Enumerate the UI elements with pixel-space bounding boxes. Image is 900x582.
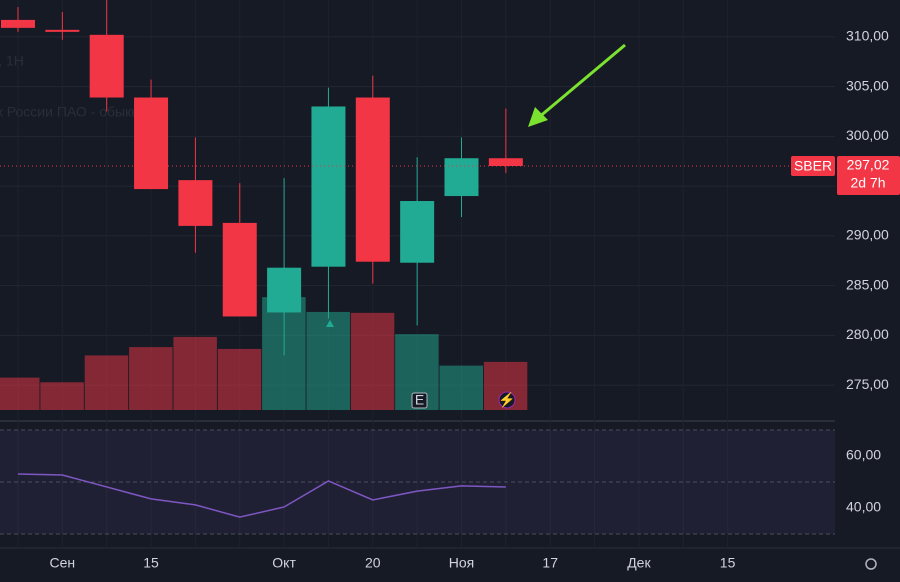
watermark-title: SBER, 1H bbox=[0, 53, 24, 69]
price-label: 297,02 bbox=[847, 157, 890, 173]
price-badge bbox=[837, 155, 900, 195]
candle-body bbox=[1, 19, 35, 28]
watermark-subtitle: Сбербанк России ПАО - обыкн. bbox=[0, 104, 143, 120]
candle-body bbox=[45, 29, 80, 32]
candle-body bbox=[222, 222, 257, 317]
earnings-icon-glyph: E bbox=[415, 392, 424, 408]
y-tick-label: 305,00 bbox=[846, 77, 889, 93]
volume-bar bbox=[306, 311, 350, 410]
x-tick-label: 15 bbox=[720, 555, 736, 571]
countdown-label: 2d 7h bbox=[850, 175, 885, 191]
volume-bar bbox=[350, 312, 395, 410]
x-tick-label: Ноя bbox=[449, 555, 474, 571]
volume-bar bbox=[40, 382, 84, 410]
x-tick-label: Дек bbox=[627, 555, 651, 571]
candle-body bbox=[267, 267, 302, 313]
volume-bar bbox=[84, 355, 129, 410]
candle-body bbox=[355, 97, 390, 262]
y-tick-label: 60,00 bbox=[846, 447, 881, 463]
volume-bar bbox=[129, 347, 173, 410]
x-tick-label: 17 bbox=[542, 555, 558, 571]
x-tick-label: 15 bbox=[143, 555, 159, 571]
y-tick-label: 290,00 bbox=[846, 227, 889, 243]
volume-bar bbox=[439, 365, 483, 410]
y-tick-label: 275,00 bbox=[846, 376, 889, 392]
candle-body bbox=[444, 158, 479, 197]
y-tick-label: 280,00 bbox=[846, 326, 889, 342]
candle-body bbox=[400, 201, 435, 263]
settings-button[interactable] bbox=[865, 558, 877, 570]
earnings-icon[interactable] bbox=[411, 392, 428, 409]
x-tick-label: Окт bbox=[272, 555, 296, 571]
candle-body bbox=[178, 180, 213, 226]
x-tick-label: Сен bbox=[50, 555, 76, 571]
volume-bar bbox=[217, 348, 262, 410]
dividend-icon[interactable] bbox=[498, 391, 516, 409]
candle-body bbox=[488, 158, 523, 166]
candle-body bbox=[134, 97, 169, 190]
candle-body bbox=[311, 106, 346, 267]
dividend-icon-glyph: ⚡ bbox=[498, 392, 515, 409]
y-tick-label: 310,00 bbox=[846, 28, 889, 44]
marker bbox=[326, 320, 334, 327]
rsi-line bbox=[17, 473, 506, 518]
volume-bar bbox=[173, 336, 217, 410]
volume-bar bbox=[0, 377, 40, 410]
symbol-badge bbox=[791, 155, 835, 176]
y-tick-label: 40,00 bbox=[846, 499, 881, 515]
x-tick-label: 20 bbox=[365, 555, 381, 571]
y-tick-label: 300,00 bbox=[846, 127, 889, 143]
arrow-head bbox=[528, 107, 548, 127]
arrow bbox=[537, 43, 626, 120]
y-tick-label: 285,00 bbox=[846, 276, 889, 292]
candle-body bbox=[89, 34, 124, 98]
symbol-label: SBER bbox=[794, 158, 832, 174]
